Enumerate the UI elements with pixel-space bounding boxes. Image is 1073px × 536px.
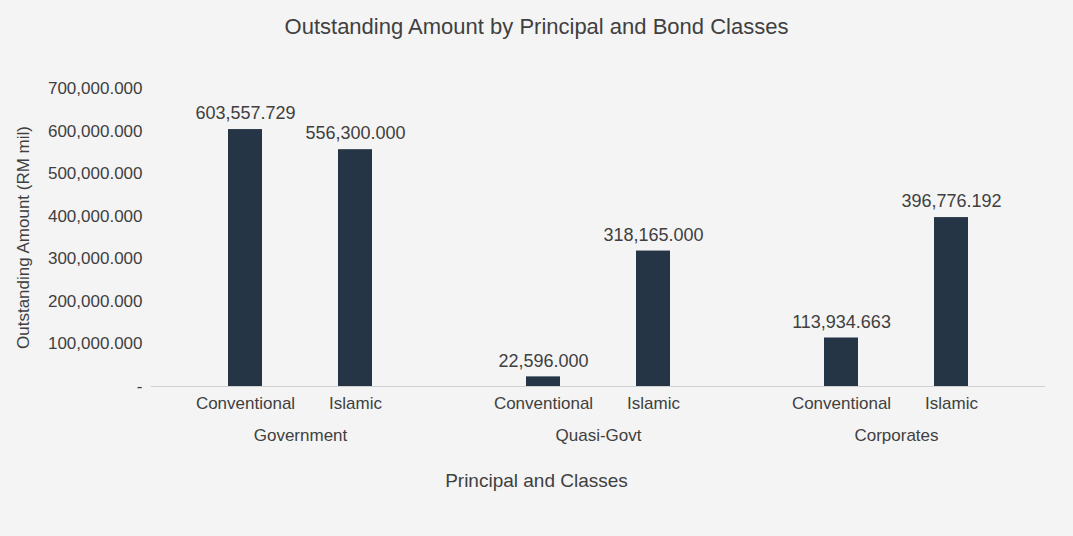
svg-text:396,776.192: 396,776.192	[901, 191, 1001, 211]
svg-text:700,000.000: 700,000.000	[48, 79, 143, 98]
svg-text:Government: Government	[254, 426, 348, 445]
svg-text:318,165.000: 318,165.000	[603, 225, 703, 245]
svg-text:500,000.000: 500,000.000	[48, 164, 143, 183]
svg-text:Islamic: Islamic	[925, 394, 978, 413]
svg-text:-: -	[137, 377, 143, 396]
svg-text:Conventional: Conventional	[494, 394, 593, 413]
svg-text:Islamic: Islamic	[329, 394, 382, 413]
svg-text:Conventional: Conventional	[196, 394, 295, 413]
svg-text:400,000.000: 400,000.000	[48, 207, 143, 226]
svg-text:22,596.000: 22,596.000	[498, 351, 588, 371]
html-text:Principal and Classes: Principal and Classes	[445, 470, 628, 491]
svg-text:Quasi-Govt: Quasi-Govt	[556, 426, 642, 445]
svg-text:Conventional: Conventional	[792, 394, 891, 413]
svg-text:100,000.000: 100,000.000	[48, 334, 143, 353]
html-text:Outstanding Amount by Principa: Outstanding Amount by Principal and Bond…	[284, 14, 789, 39]
svg-text:Corporates: Corporates	[854, 426, 938, 445]
svg-text:556,300.000: 556,300.000	[305, 123, 405, 143]
svg-text:113,934.663: 113,934.663	[792, 312, 891, 332]
svg-text:200,000.000: 200,000.000	[48, 292, 143, 311]
svg-text:600,000.000: 600,000.000	[48, 122, 143, 141]
svg-text:Outstanding Amount (RM mil): Outstanding Amount (RM mil)	[14, 126, 33, 349]
svg-text:603,557.729: 603,557.729	[195, 103, 295, 123]
svg-text:Islamic: Islamic	[627, 394, 680, 413]
svg-text:300,000.000: 300,000.000	[48, 249, 143, 268]
